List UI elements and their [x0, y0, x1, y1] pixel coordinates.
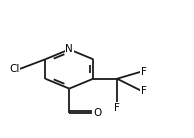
Text: F: F	[141, 86, 147, 96]
Text: Cl: Cl	[9, 64, 20, 74]
Text: F: F	[141, 67, 147, 77]
Text: O: O	[93, 108, 101, 118]
Text: N: N	[65, 44, 73, 54]
Text: F: F	[114, 103, 120, 113]
